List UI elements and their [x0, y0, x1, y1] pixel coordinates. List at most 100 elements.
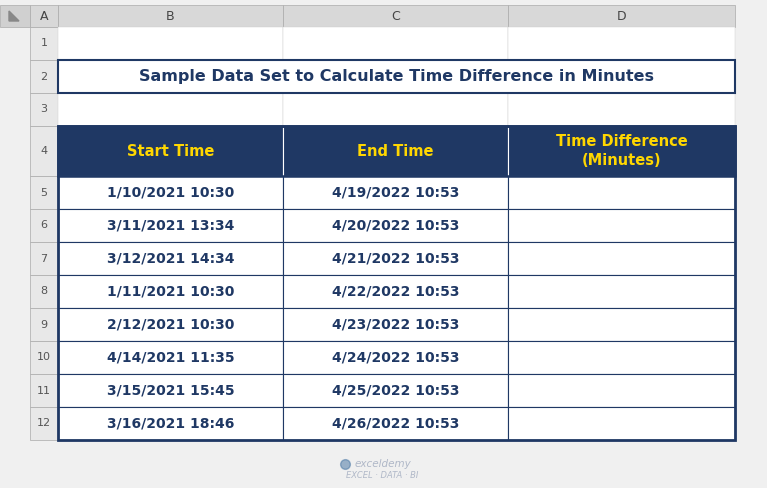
Text: exceldemy: exceldemy: [354, 459, 411, 469]
Bar: [508, 341, 735, 374]
Bar: [508, 126, 735, 176]
Bar: [508, 126, 735, 176]
Bar: [283, 126, 508, 176]
Text: 12: 12: [37, 419, 51, 428]
Bar: [283, 407, 508, 440]
Text: 11: 11: [37, 386, 51, 395]
Bar: [30, 242, 58, 275]
Bar: [283, 374, 508, 407]
Bar: [30, 60, 58, 93]
Bar: [283, 5, 508, 27]
Bar: [508, 407, 735, 440]
Bar: [283, 176, 508, 209]
Bar: [30, 5, 58, 27]
Bar: [30, 176, 58, 209]
Bar: [58, 242, 283, 275]
Bar: [58, 60, 283, 93]
Bar: [30, 126, 58, 176]
Text: 4/23/2022 10:53: 4/23/2022 10:53: [332, 318, 459, 331]
Bar: [30, 209, 58, 242]
Bar: [283, 374, 508, 407]
Text: 7: 7: [41, 253, 48, 264]
Text: 3/15/2021 15:45: 3/15/2021 15:45: [107, 384, 234, 398]
Bar: [58, 209, 283, 242]
Bar: [30, 93, 58, 126]
Text: 3/12/2021 14:34: 3/12/2021 14:34: [107, 251, 234, 265]
Bar: [58, 341, 283, 374]
Text: 4/19/2022 10:53: 4/19/2022 10:53: [332, 185, 459, 200]
Bar: [283, 308, 508, 341]
Bar: [508, 60, 735, 93]
Bar: [30, 407, 58, 440]
Text: 10: 10: [37, 352, 51, 363]
Bar: [58, 275, 283, 308]
Text: 4/26/2022 10:53: 4/26/2022 10:53: [332, 416, 459, 430]
Bar: [58, 126, 283, 176]
Bar: [283, 275, 508, 308]
Bar: [58, 407, 283, 440]
Text: 5: 5: [41, 187, 48, 198]
Text: Start Time: Start Time: [127, 143, 214, 159]
Text: Time Difference
(Minutes): Time Difference (Minutes): [555, 134, 687, 168]
Bar: [508, 275, 735, 308]
Bar: [58, 60, 735, 93]
Bar: [58, 407, 283, 440]
Bar: [58, 176, 283, 209]
Bar: [283, 275, 508, 308]
Text: 3/16/2021 18:46: 3/16/2021 18:46: [107, 416, 234, 430]
Bar: [508, 374, 735, 407]
Bar: [283, 308, 508, 341]
Bar: [58, 209, 283, 242]
Bar: [283, 93, 508, 126]
Bar: [283, 27, 508, 60]
Bar: [58, 308, 283, 341]
Bar: [58, 93, 283, 126]
Bar: [58, 242, 283, 275]
Bar: [58, 374, 283, 407]
Bar: [30, 374, 58, 407]
Text: 8: 8: [41, 286, 48, 297]
Text: D: D: [617, 9, 627, 22]
Bar: [508, 209, 735, 242]
Text: 3: 3: [41, 104, 48, 115]
Bar: [30, 341, 58, 374]
Bar: [508, 308, 735, 341]
Bar: [508, 242, 735, 275]
Bar: [58, 126, 735, 176]
Text: 3/11/2021 13:34: 3/11/2021 13:34: [107, 219, 234, 232]
Bar: [58, 176, 283, 209]
Bar: [508, 242, 735, 275]
Bar: [283, 341, 508, 374]
Bar: [30, 275, 58, 308]
Bar: [508, 209, 735, 242]
Text: C: C: [391, 9, 400, 22]
Text: 9: 9: [41, 320, 48, 329]
Bar: [30, 27, 58, 60]
Bar: [58, 5, 283, 27]
Text: End Time: End Time: [357, 143, 434, 159]
Bar: [283, 60, 508, 93]
Text: 4: 4: [41, 146, 48, 156]
Bar: [508, 176, 735, 209]
Polygon shape: [9, 11, 19, 21]
Bar: [508, 374, 735, 407]
Bar: [58, 275, 283, 308]
Bar: [30, 308, 58, 341]
Bar: [508, 93, 735, 126]
Text: A: A: [40, 9, 48, 22]
Text: 4/22/2022 10:53: 4/22/2022 10:53: [332, 285, 459, 299]
Text: EXCEL · DATA · BI: EXCEL · DATA · BI: [347, 470, 419, 480]
Text: Sample Data Set to Calculate Time Difference in Minutes: Sample Data Set to Calculate Time Differ…: [139, 69, 654, 84]
Text: 4/20/2022 10:53: 4/20/2022 10:53: [332, 219, 459, 232]
Bar: [283, 341, 508, 374]
Text: 4/14/2021 11:35: 4/14/2021 11:35: [107, 350, 234, 365]
Bar: [58, 308, 283, 341]
Bar: [283, 242, 508, 275]
Bar: [283, 209, 508, 242]
Bar: [508, 27, 735, 60]
Bar: [283, 209, 508, 242]
Text: 4/21/2022 10:53: 4/21/2022 10:53: [332, 251, 459, 265]
Text: 4/24/2022 10:53: 4/24/2022 10:53: [332, 350, 459, 365]
Bar: [508, 176, 735, 209]
Text: 6: 6: [41, 221, 48, 230]
